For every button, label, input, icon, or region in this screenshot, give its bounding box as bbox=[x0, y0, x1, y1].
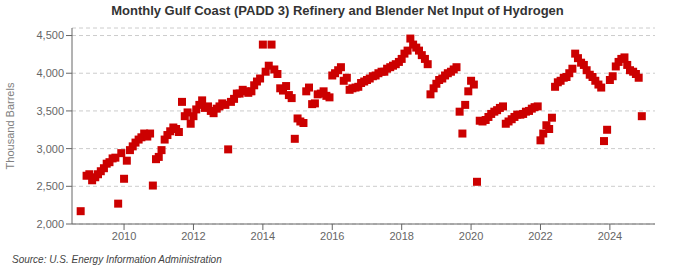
svg-text:3,500: 3,500 bbox=[36, 105, 64, 117]
svg-text:3,000: 3,000 bbox=[36, 143, 64, 155]
svg-text:4,000: 4,000 bbox=[36, 67, 64, 79]
html-text:Source: U.S. Energy Informatio: Source: U.S. Energy Information Administ… bbox=[12, 254, 222, 265]
svg-text:2016: 2016 bbox=[320, 230, 344, 242]
svg-text:2022: 2022 bbox=[528, 230, 552, 242]
svg-text:2,500: 2,500 bbox=[36, 180, 64, 192]
html-text:Monthly Gulf Coast (PADD 3) Re: Monthly Gulf Coast (PADD 3) Refinery and… bbox=[111, 3, 564, 18]
svg-text:2024: 2024 bbox=[598, 230, 622, 242]
svg-text:2014: 2014 bbox=[251, 230, 275, 242]
svg-text:2010: 2010 bbox=[112, 230, 136, 242]
svg-text:2012: 2012 bbox=[181, 230, 205, 242]
svg-text:Thousand Barrels: Thousand Barrels bbox=[8, 82, 16, 169]
svg-text:4,500: 4,500 bbox=[36, 29, 64, 41]
svg-text:2020: 2020 bbox=[459, 230, 483, 242]
svg-text:2018: 2018 bbox=[389, 230, 413, 242]
svg-text:2,000: 2,000 bbox=[36, 218, 64, 230]
